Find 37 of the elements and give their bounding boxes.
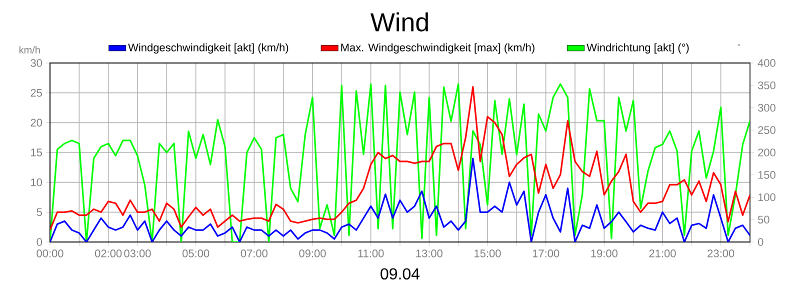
y-tick-label: 30 <box>30 59 42 67</box>
x-axis-title: 09.04 <box>380 268 420 280</box>
line-series <box>50 158 750 242</box>
y-tick-label: 15 <box>31 148 42 156</box>
y2-tick-label: 150 <box>758 170 776 179</box>
x-tick-label: 11:00 <box>358 250 384 258</box>
x-tick-label: 05:00 <box>182 250 210 258</box>
legend-label: Windrichtung [akt] (°) <box>586 43 689 54</box>
y-tick-label: 5 <box>36 208 42 216</box>
y2-tick-label: 0 <box>758 238 764 246</box>
x-tick-label: 21:00 <box>649 250 676 258</box>
y-tick-label: 10 <box>31 178 42 186</box>
y2-tick-label: 250 <box>758 126 776 134</box>
legend-label: Windgeschwindigkeit [akt] (km/h) <box>128 43 288 54</box>
y-tick-label: 20 <box>30 118 42 127</box>
legend-label: Max. Windgeschwindigkeit [max] (km/h) <box>341 43 534 54</box>
y-tick-label: 25 <box>30 88 42 97</box>
y2-tick-label: 200 <box>758 148 776 156</box>
y2-tick-label: 400 <box>758 59 776 67</box>
x-tick-label: 00:00 <box>36 250 64 258</box>
x-tick-label: 17:00 <box>532 250 560 258</box>
x-tick-label: 15:00 <box>474 250 501 258</box>
y2-tick-label: 350 <box>758 81 776 90</box>
y-axis-title: km/h <box>19 46 40 54</box>
chart-title: Wind <box>370 12 428 32</box>
x-tick-label: 02:00 <box>94 250 122 258</box>
y2-tick-label: 300 <box>758 104 776 112</box>
x-tick-label: 23:00 <box>708 250 734 258</box>
x-tick-label: 19:00 <box>591 250 618 258</box>
x-tick-label: 03:00 <box>124 250 151 258</box>
y2-tick-label: 100 <box>758 193 776 202</box>
y2-tick-label: 50 <box>758 216 770 224</box>
y2-axis-title: ° <box>738 44 740 46</box>
x-tick-label: 09:00 <box>299 250 326 258</box>
x-tick-label: 13:00 <box>416 250 442 258</box>
y-tick-label: 0 <box>36 238 42 246</box>
x-tick-label: 07:00 <box>240 250 268 258</box>
